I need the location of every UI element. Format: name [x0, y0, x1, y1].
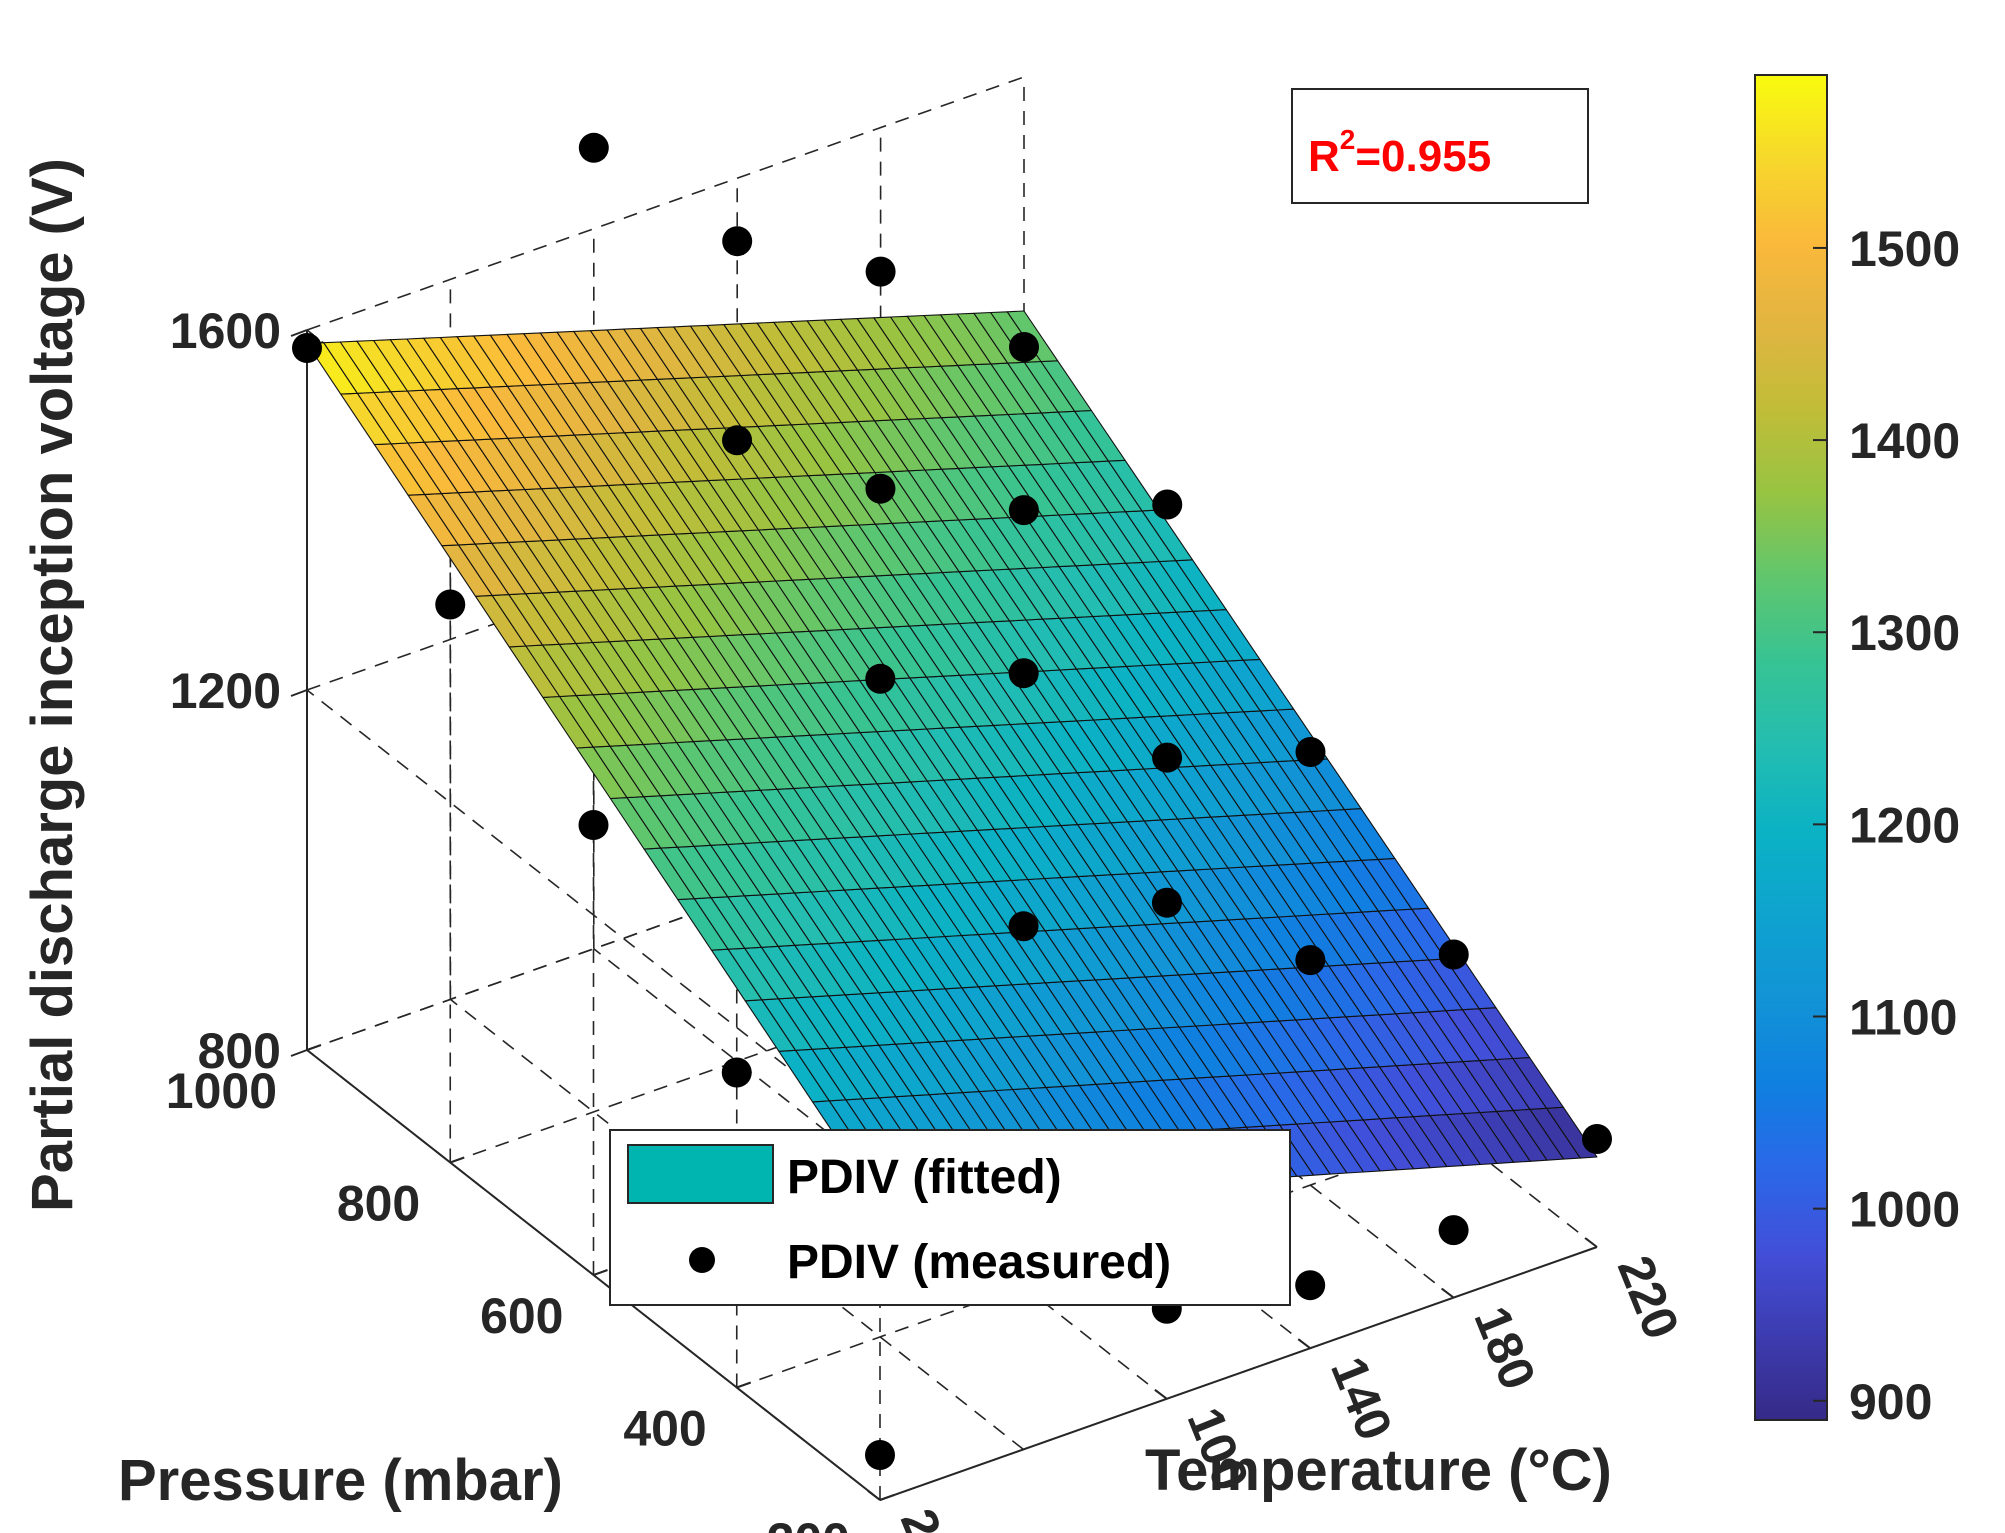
- legend: PDIV (fitted) PDIV (measured): [609, 1129, 1291, 1306]
- y-tick-label: 800: [337, 1176, 420, 1232]
- grid-line-floor-p: [736, 1133, 1455, 1389]
- y-tick-mark: [306, 1044, 322, 1051]
- z-tick-label: 800: [198, 1023, 281, 1079]
- measured-point: [1151, 887, 1182, 918]
- colorbar-tick-label: 1200: [1849, 797, 1960, 853]
- colorbar-tick-label: 1500: [1849, 221, 1960, 277]
- r2-annotation: R2=0.955: [1291, 88, 1589, 204]
- r2-superscript: 2: [1340, 124, 1356, 155]
- measured-point: [435, 589, 466, 620]
- y-tick-label: 600: [480, 1288, 563, 1344]
- fitted-surface: [306, 310, 1598, 1204]
- x-tick-label: 140: [1320, 1349, 1403, 1447]
- legend-point-marker: [689, 1247, 715, 1273]
- z-tick-label: 1600: [170, 303, 281, 359]
- measured-points: [292, 132, 1612, 1470]
- measured-point: [1009, 332, 1039, 362]
- legend-surface-label: PDIV (fitted): [787, 1151, 1062, 1204]
- measured-point: [865, 663, 896, 694]
- y-tick-label: 200: [767, 1513, 850, 1533]
- x-tick-label: 20: [890, 1501, 963, 1533]
- colorbar-gradient: [1754, 74, 1828, 1421]
- measured-point: [1008, 658, 1039, 689]
- measured-point: [1295, 1270, 1326, 1301]
- colorbar-ticks: 900 1000 1100 1200 1300 1400 1500: [1813, 221, 1960, 1430]
- colorbar-tick-label: 1100: [1849, 990, 1957, 1046]
- z-tick-mark: [290, 1049, 308, 1057]
- legend-surface-swatch: [627, 1144, 774, 1204]
- r2-value: =0.955: [1355, 132, 1491, 181]
- temperature-axis-line: [879, 1246, 1598, 1501]
- r2-annotation-box: [1291, 88, 1589, 204]
- colorbar-tick-label: 1300: [1849, 605, 1960, 661]
- colorbar: 900 1000 1100 1200 1300 1400 1500: [1754, 74, 1960, 1430]
- colorbar-tick-label: 1400: [1849, 413, 1960, 469]
- measured-point: [865, 256, 896, 287]
- y-tick-mark: [449, 1156, 465, 1164]
- measured-point: [1438, 939, 1469, 970]
- x-tick-mark: [1440, 1287, 1455, 1299]
- r2-prefix: R: [1308, 132, 1340, 181]
- colorbar-tick-label: 1000: [1849, 1182, 1960, 1238]
- legend-points-label: PDIV (measured): [787, 1236, 1171, 1289]
- measured-point: [1008, 495, 1039, 526]
- z-tick-mark: [290, 329, 308, 337]
- x-tick-mark: [867, 1490, 881, 1501]
- x-tick-mark: [1584, 1237, 1598, 1248]
- axes: [290, 329, 1598, 1501]
- y-tick-label: 1000: [166, 1063, 277, 1119]
- measured-point: [1295, 737, 1326, 767]
- x-tick-mark: [1154, 1389, 1168, 1400]
- measured-point: [1152, 742, 1183, 773]
- measured-point: [1295, 945, 1326, 976]
- r2-annotation-text: R2=0.955: [1308, 124, 1491, 181]
- x-tick-mark: [1297, 1338, 1311, 1349]
- measured-point: [292, 333, 322, 363]
- measured-point: [1008, 911, 1039, 942]
- measured-point: [1152, 489, 1183, 520]
- measured-point: [1438, 1215, 1469, 1246]
- y-tick-mark: [879, 1494, 895, 1501]
- y-tick-label: 400: [623, 1401, 706, 1457]
- measured-point: [1582, 1124, 1612, 1154]
- z-tick-label: 1200: [170, 663, 281, 719]
- measured-point: [865, 1440, 895, 1470]
- measured-point: [722, 425, 753, 456]
- colorbar-tick-label: 900: [1849, 1374, 1932, 1430]
- measured-point: [721, 1057, 752, 1088]
- measured-point: [578, 132, 609, 163]
- x-axis-title: Temperature (°C): [1145, 1438, 1612, 1503]
- z-axis-title: Partial discharge inception voltage (V): [20, 158, 85, 1212]
- x-tick-label: 220: [1607, 1248, 1690, 1346]
- measured-point: [865, 473, 896, 504]
- measured-point: [578, 810, 609, 840]
- x-tick-label: 180: [1463, 1299, 1546, 1397]
- y-tick-mark: [593, 1269, 608, 1276]
- y-axis-title: Pressure (mbar): [118, 1448, 563, 1513]
- grid-line-left-wall-v: [306, 689, 881, 1141]
- z-tick-mark: [290, 689, 308, 697]
- measured-point: [722, 226, 753, 257]
- y-tick-mark: [736, 1381, 752, 1389]
- grid-line-back-wall-v: [306, 76, 1025, 331]
